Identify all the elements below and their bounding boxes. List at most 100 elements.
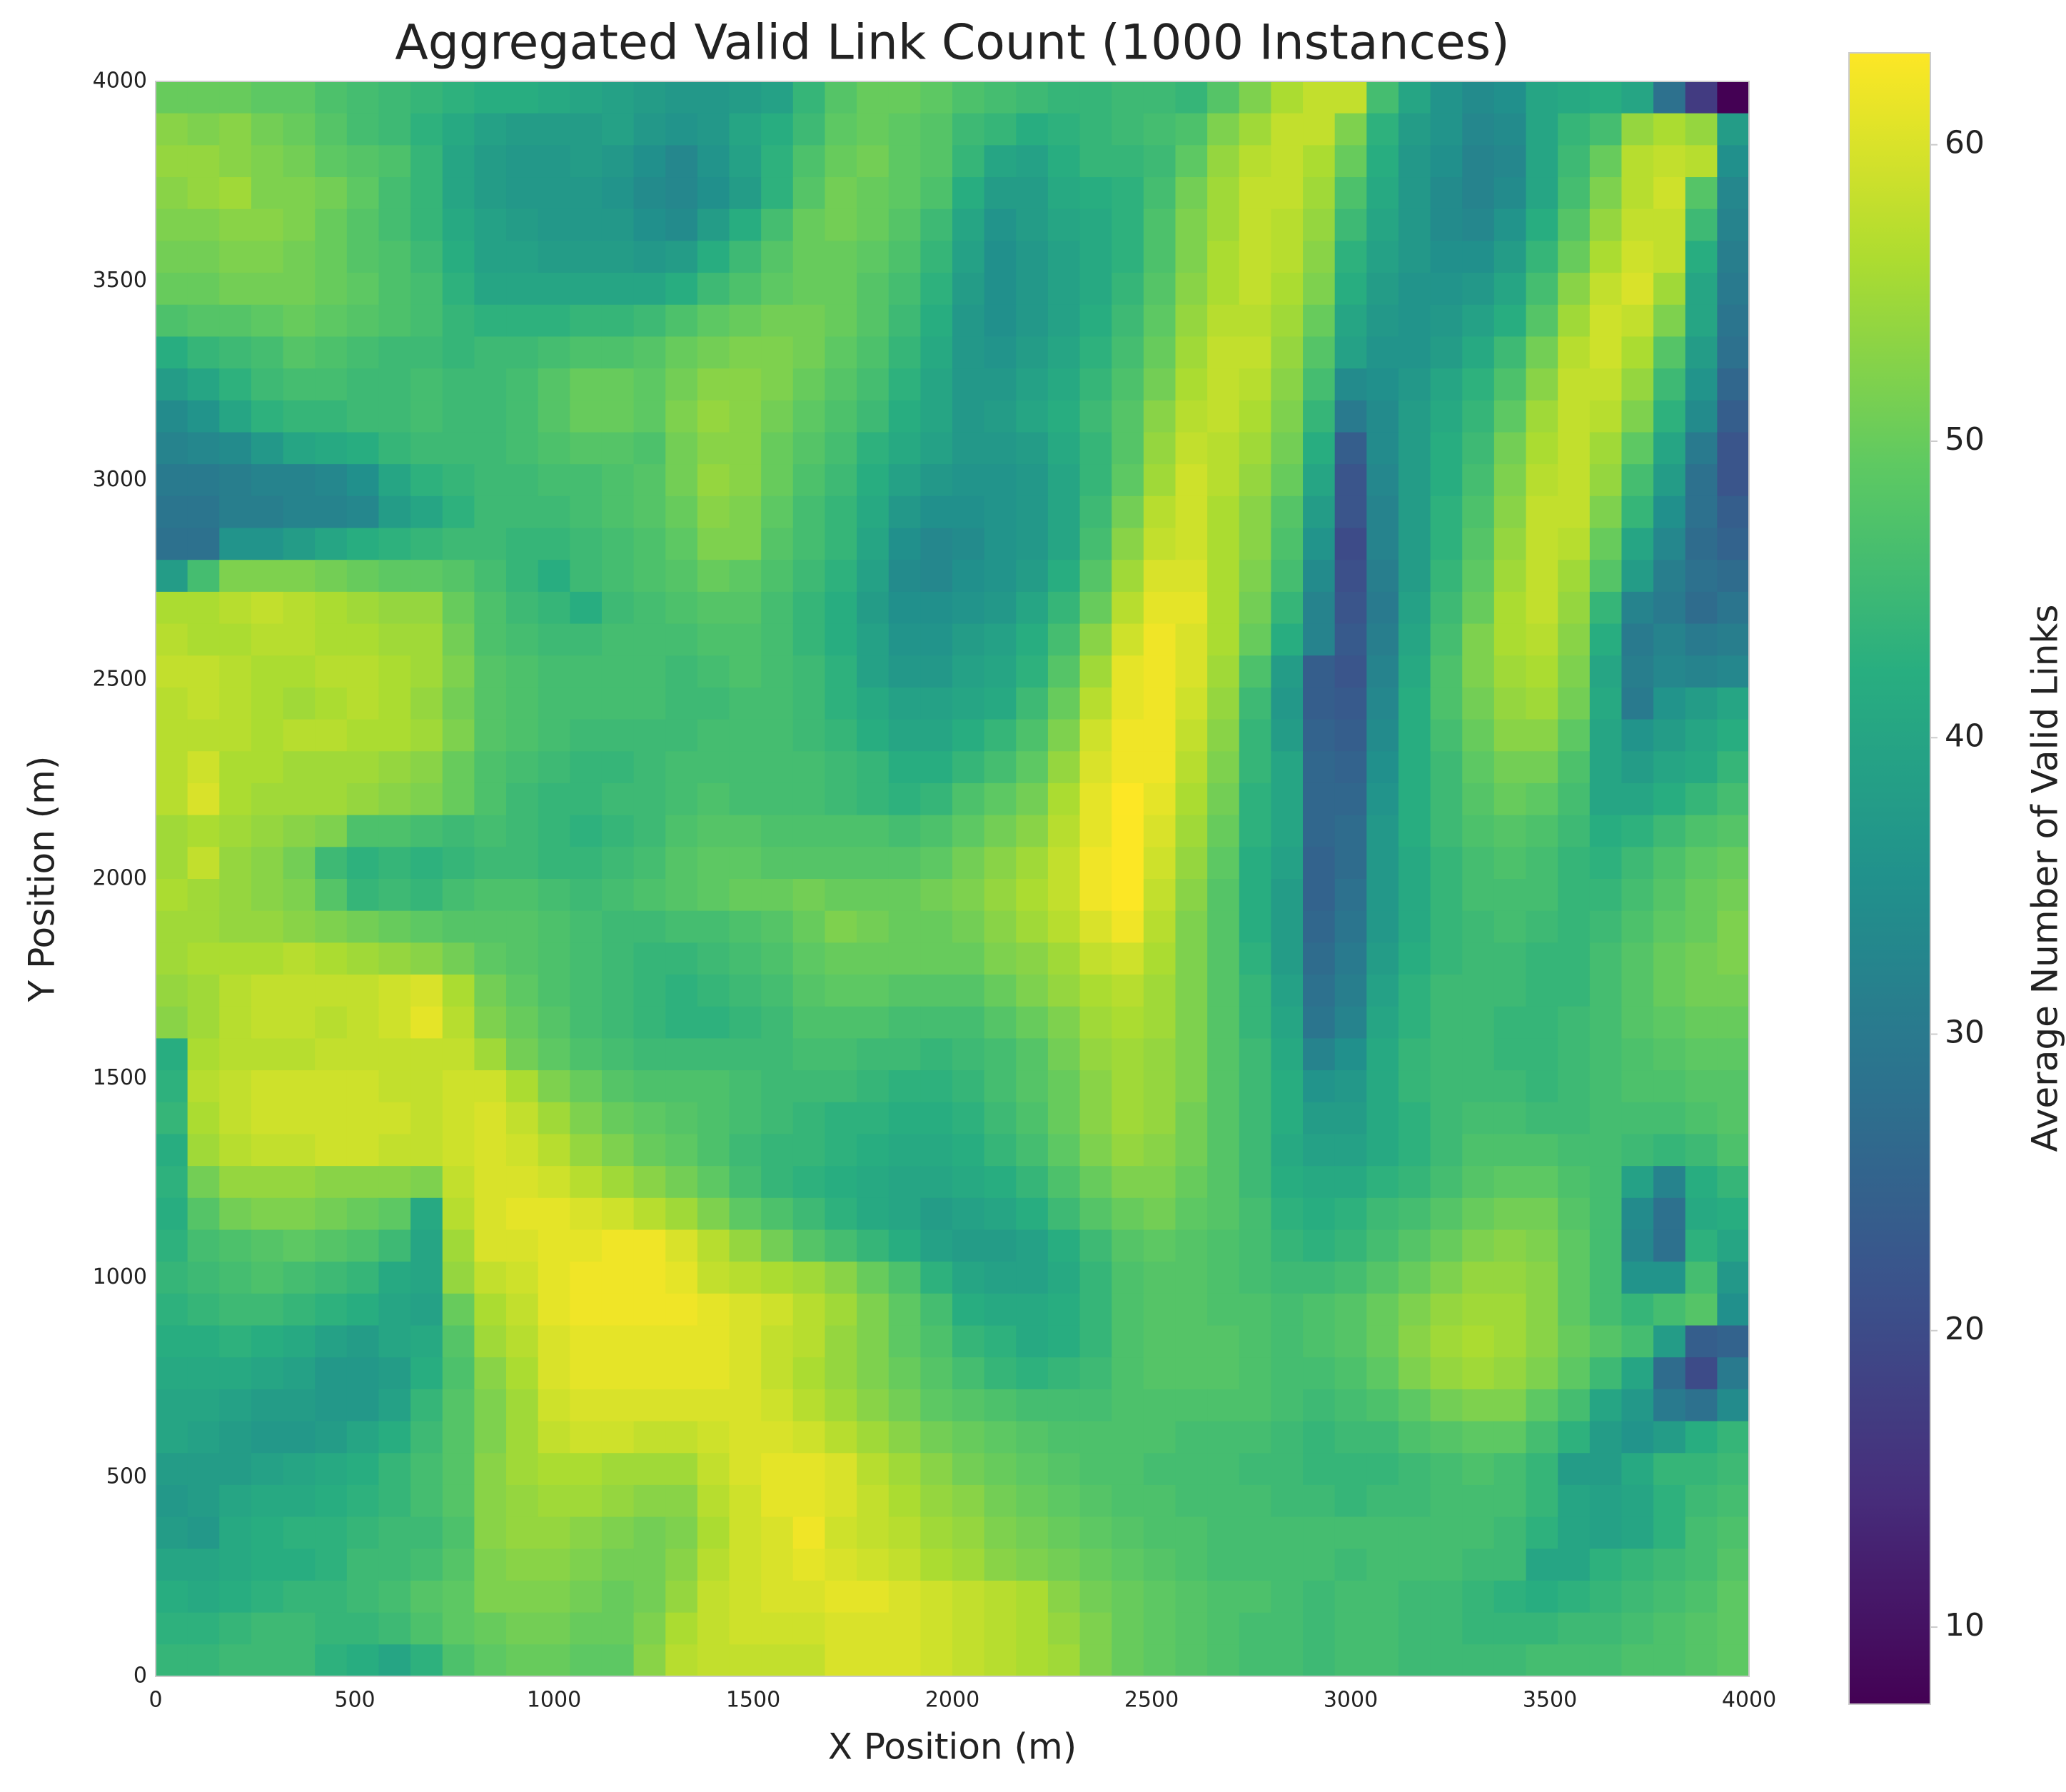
heatmap-cell [315,623,348,656]
heatmap-cell [1685,910,1718,943]
heatmap-cell [156,560,188,593]
heatmap-cell [346,1484,380,1518]
heatmap-cell [952,81,985,114]
heatmap-cell [1334,1421,1367,1454]
heatmap-cell [283,177,316,210]
heatmap-cell [792,1421,826,1454]
heatmap-cell [570,400,603,433]
heatmap-cell [1175,1038,1208,1071]
heatmap-cell [729,623,762,656]
heatmap-cell [283,719,316,752]
heatmap-cell [1175,304,1208,338]
heatmap-cell [1717,145,1750,178]
heatmap-cell [1334,241,1367,273]
heatmap-cell [1589,1484,1623,1518]
heatmap-cell [187,847,220,880]
heatmap-cell [410,1612,443,1645]
heatmap-cell [920,1357,953,1390]
heatmap-cell [1493,368,1527,401]
heatmap-cell [1303,815,1336,847]
heatmap-cell [1493,623,1527,656]
heatmap-cell [1493,751,1527,784]
heatmap-cell [1526,1134,1558,1167]
heatmap-cell [538,591,570,625]
heatmap-cell [410,368,443,401]
heatmap-cell [1653,942,1686,975]
heatmap-cell [1493,1580,1527,1614]
heatmap-cell [952,1516,985,1549]
heatmap-cell [697,336,730,369]
heatmap-cell [1398,847,1431,880]
heatmap-cell [1239,273,1271,306]
heatmap-cell [1462,591,1495,625]
heatmap-cell [474,591,507,625]
heatmap-cell [1016,1262,1049,1294]
heatmap-cell [283,942,316,975]
heatmap-cell [378,1325,411,1358]
heatmap-cell [1526,208,1558,241]
heatmap-cell [665,847,698,880]
heatmap-cell [1589,910,1623,943]
heatmap-cell [792,1357,826,1390]
heatmap-cell [857,719,890,752]
heatmap-cell [346,847,380,880]
heatmap-cell [792,1102,826,1135]
heatmap-cell [1653,400,1686,433]
heatmap-cell [1558,1134,1591,1167]
heatmap-cell [1271,241,1304,273]
heatmap-cell [474,1166,507,1199]
heatmap-cell [156,1549,188,1581]
heatmap-cell [1430,1644,1463,1677]
heatmap-cell [888,1484,921,1518]
heatmap-cell [792,560,826,593]
heatmap-cell [315,81,348,114]
heatmap-cell [1207,1580,1240,1614]
heatmap-cell [1589,304,1623,338]
heatmap-cell [1717,336,1750,369]
heatmap-cell [1621,1070,1654,1103]
heatmap-cell [888,464,921,497]
heatmap-cell [442,241,475,273]
heatmap-cell [1685,975,1718,1007]
heatmap-cell [825,655,857,688]
heatmap-cell [1685,1229,1718,1262]
heatmap-cell [1398,1229,1431,1262]
heatmap-cell [952,560,985,593]
heatmap-cell [156,719,188,752]
heatmap-cell [1143,782,1176,816]
heatmap-cell [633,1453,666,1486]
heatmap-cell [665,304,698,338]
heatmap-cell [1558,751,1591,784]
heatmap-cell [1175,113,1208,146]
heatmap-cell [1207,336,1240,369]
heatmap-cell [1430,368,1463,401]
heatmap-cell [1589,145,1623,178]
heatmap-cell [1526,1006,1558,1039]
heatmap-cell [474,942,507,975]
heatmap-cell [1558,336,1591,369]
heatmap-cell [633,1325,666,1358]
heatmap-cell [1175,273,1208,306]
heatmap-cell [474,751,507,784]
heatmap-cell [729,241,762,273]
heatmap-cell [1653,1262,1686,1294]
heatmap-cell [920,1644,953,1677]
heatmap-cell [1685,1549,1718,1581]
heatmap-cell [633,1293,666,1327]
heatmap-cell [1589,528,1623,560]
heatmap-cell [283,208,316,241]
heatmap-cell [1717,241,1750,273]
heatmap-cell [378,113,411,146]
heatmap-cell [1462,1006,1495,1039]
heatmap-cell [378,1549,411,1581]
heatmap-cell [1621,687,1654,720]
heatmap-cell [156,1389,188,1422]
heatmap-cell [187,1197,220,1231]
heatmap-cell [1366,975,1399,1007]
heatmap-cell [761,145,794,178]
heatmap-cell [665,975,698,1007]
heatmap-cell [1112,719,1144,752]
heatmap-cell [665,464,698,497]
heatmap-cell [474,1644,507,1677]
heatmap-cell [665,879,698,912]
